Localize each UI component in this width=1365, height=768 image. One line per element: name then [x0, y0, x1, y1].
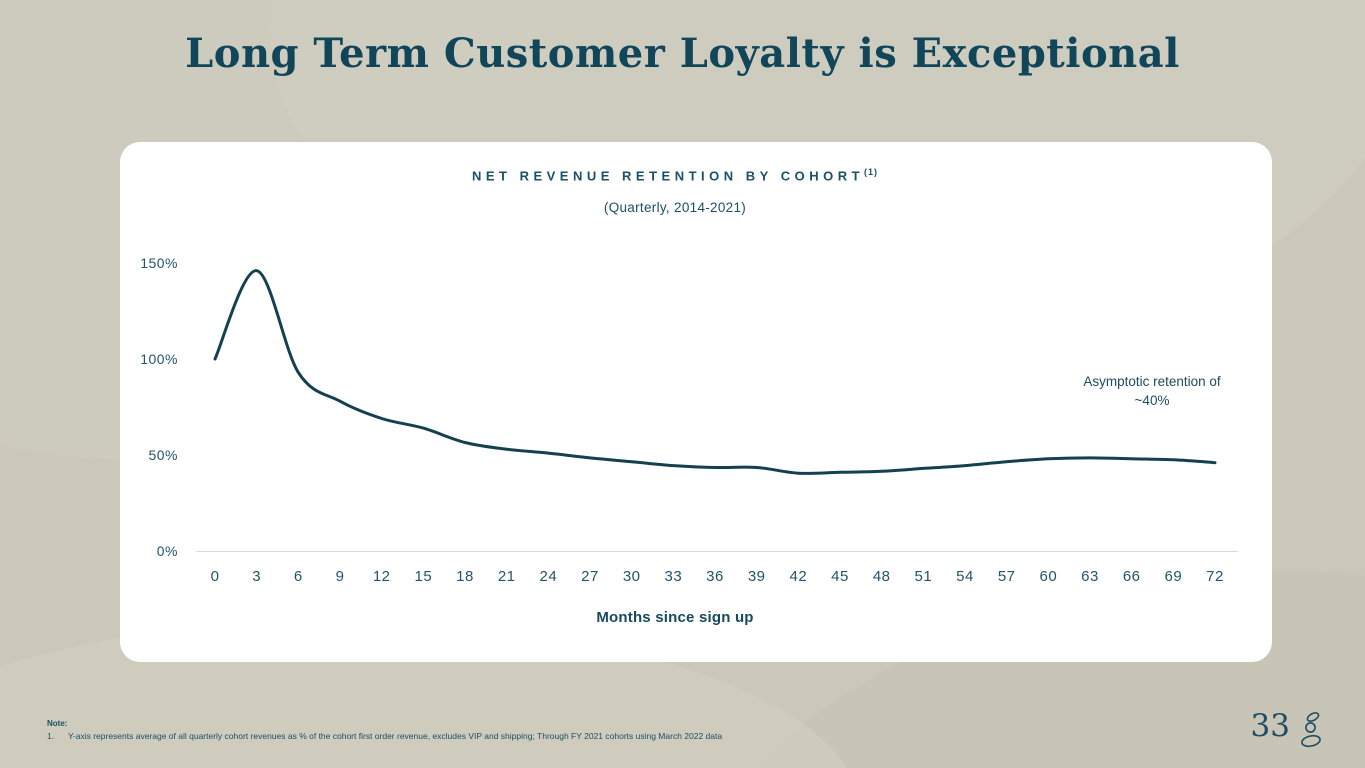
chart-title-text: NET REVENUE RETENTION BY COHORT [471, 168, 865, 184]
x-tick-label: 3 [252, 568, 261, 585]
x-tick-label: 12 [373, 568, 391, 585]
x-tick-label: 72 [1206, 568, 1224, 585]
x-axis-label: Months since sign up [596, 609, 754, 626]
chart-card: 0% 50% 100% 150% 0 3 6 9 12 15 18 21 24 27 30 33 36 39 42 4… [120, 142, 1272, 662]
x-tick-label: 15 [414, 568, 432, 585]
y-tick-label: 0% [157, 543, 178, 559]
page-footer: 33 [1251, 706, 1327, 752]
chart-title-footnote-marker: (1) [864, 167, 879, 177]
annotation-line-1: Asymptotic retention of [1083, 374, 1221, 389]
x-tick-label: 60 [1039, 568, 1057, 585]
x-tick-label: 63 [1081, 568, 1099, 585]
y-tick-label: 50% [148, 447, 178, 463]
x-tick-label: 69 [1164, 568, 1182, 585]
x-tick-label: 21 [498, 568, 516, 585]
footnote-index: 1. [47, 731, 55, 741]
y-tick-label: 150% [140, 255, 178, 271]
x-tick-label: 51 [914, 568, 932, 585]
x-tick-label: 18 [456, 568, 474, 585]
chart-subtitle: (Quarterly, 2014-2021) [603, 200, 747, 215]
x-tick-label: 66 [1123, 568, 1141, 585]
retention-line-chart: 0%50%100%150%0 3 6 9 12 15 18 21 24 27 30 33 36 39 42 4… [140, 255, 1238, 585]
footnote-label: Note: [47, 719, 68, 728]
x-tick-label: 33 [664, 568, 682, 585]
x-tick-label: 24 [539, 568, 557, 585]
x-tick-label: 42 [789, 568, 807, 585]
x-tick-label: 39 [748, 568, 766, 585]
x-tick-label: 30 [623, 568, 641, 585]
x-tick-label: 6 [294, 568, 303, 585]
stacked-pebbles-logo-icon [1301, 712, 1321, 748]
x-tick-label: 36 [706, 568, 724, 585]
asymptote-annotation: Asymptotic retention of ~40% [1032, 373, 1272, 410]
chart-title: NET REVENUE RETENTION BY COHORT(1) [120, 167, 1230, 183]
x-tick-label: 54 [956, 568, 974, 585]
x-tick-label: 48 [873, 568, 891, 585]
y-tick-label: 100% [140, 351, 178, 367]
x-tick-label: 57 [998, 568, 1016, 585]
footnote-text: Y-axis represents average of all quarter… [68, 731, 723, 741]
x-tick-label: 27 [581, 568, 599, 585]
page-number: 33 [1250, 708, 1290, 744]
x-tick-label: 9 [336, 568, 345, 585]
footnote: Note: 1. Y-axis represents average of all… [47, 719, 722, 741]
footnote-line: 1. Y-axis represents average of all quart… [47, 731, 722, 741]
retention-line [213, 269, 1217, 475]
annotation-line-2: ~40% [1134, 392, 1170, 408]
slide-title: Long Term Customer Loyalty is Exceptiona… [185, 30, 1180, 77]
x-tick-label: 0 [211, 568, 220, 585]
x-tick-label: 45 [831, 568, 849, 585]
